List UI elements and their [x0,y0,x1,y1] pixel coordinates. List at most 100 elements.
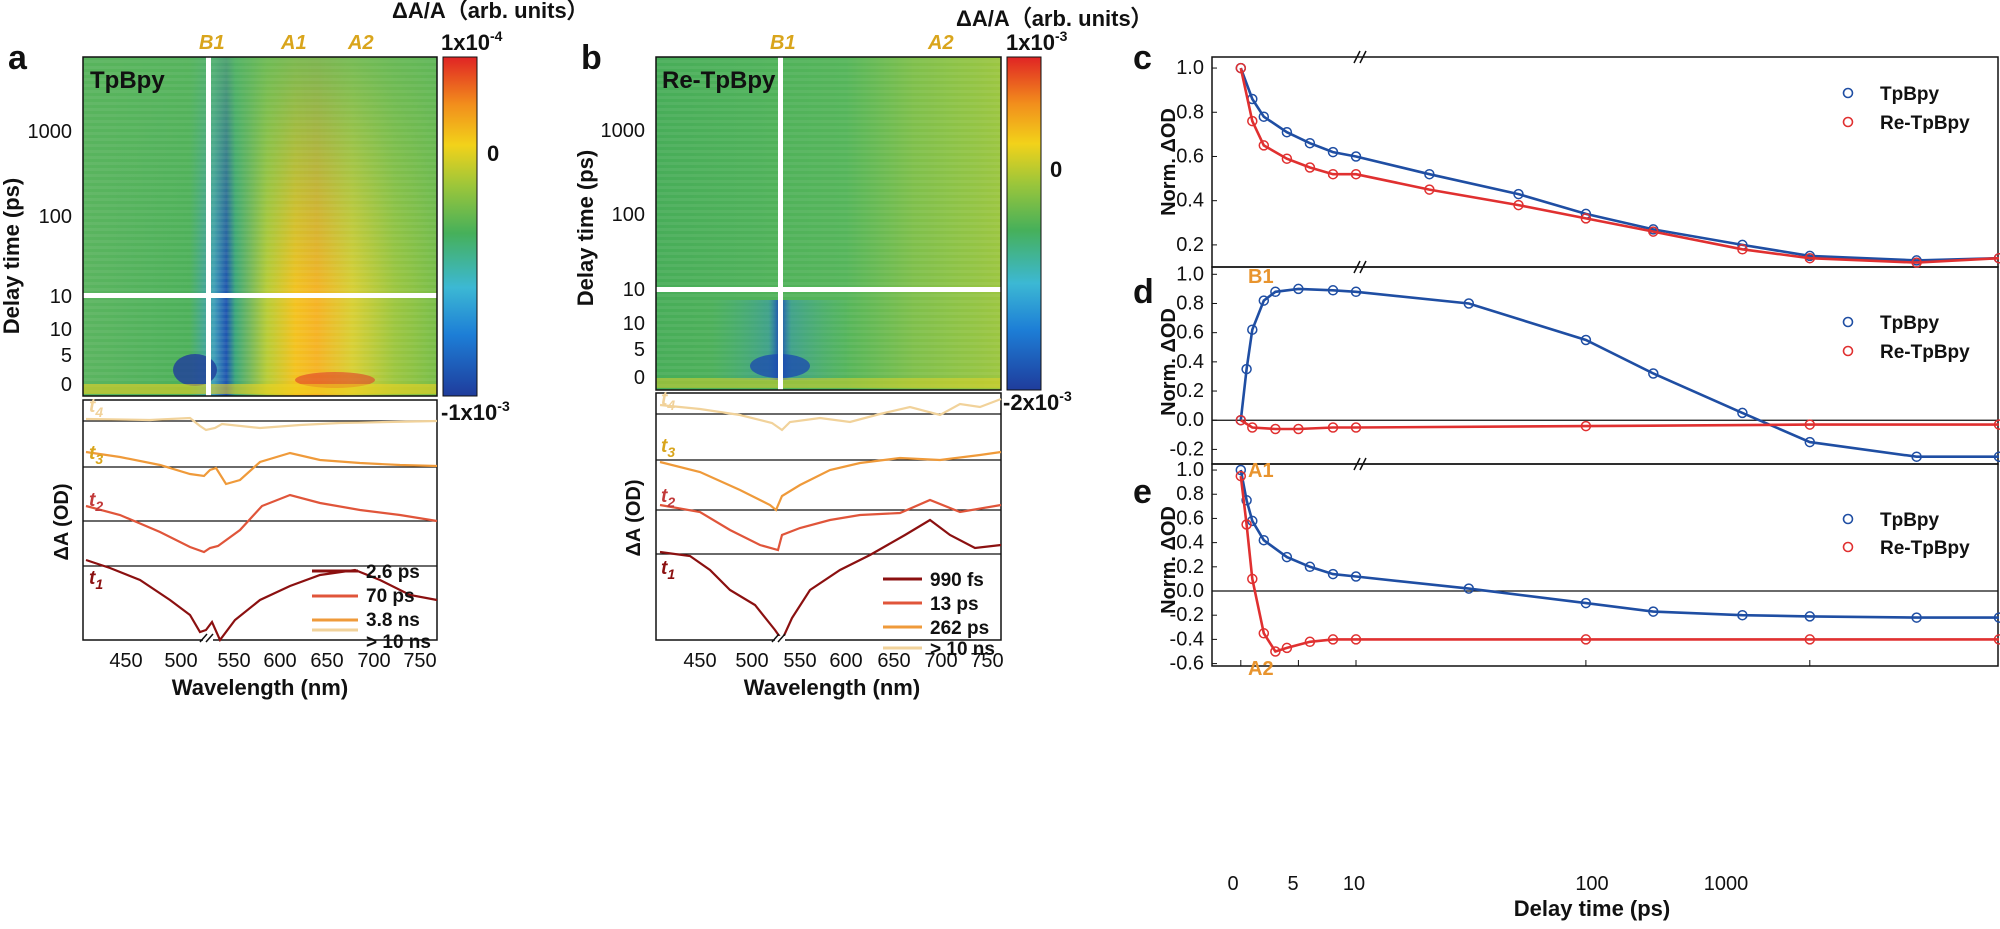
panel-e-point-re-8 [1350,634,1362,645]
panel-c-point-re-7 [1424,184,1435,195]
panel-b-legend-3: 262 ps [930,618,989,639]
panel-e-point-tp-12 [1804,611,1816,622]
panel-b: b ΔA/A（arb. units） Re-TpBpy B1 A2 Delay … [573,6,1153,700]
panel-a-ytick-1000: 1000 [28,121,73,143]
panel-d-legend-marker-re [1842,345,1854,357]
panel-d-point-tp-9 [1580,334,1592,346]
panel-e-point-re-5 [1281,642,1293,654]
panel-d-point-tp-2 [1247,324,1258,335]
panel-c-legend-marker-tpbpy [1842,87,1854,99]
panel-b-legend-2: 13 ps [930,594,979,615]
panel-e-legend-tpbpy: TpBpy [1880,510,1940,531]
panel-e-point-re-2 [1247,573,1258,585]
panel-b-spectra: t4 t3 t2 t1 990 fs 13 ps 262 ps > 10 ns [655,389,1002,660]
panel-a-time-break [83,293,437,298]
panel-b-spectra-frame [655,392,1002,641]
kin-xtick-10: 10 [1343,873,1365,895]
panel-e-legend-re: Re-TpBpy [1880,538,1970,559]
panel-c-probe-label: B1 [1248,266,1274,288]
panel-d-legend-marker-tpbpy [1842,316,1854,328]
panel-b-label-t1: t1 [661,558,675,582]
panel-e-ytick-7: -0.4 [1170,628,1204,650]
panel-a-time-zero [83,384,437,394]
panel-c-ytick-0: 1.0 [1176,57,1204,79]
panel-e-point-tp-4 [1281,551,1293,563]
panel-a-legend-2: 70 ps [366,586,415,607]
panel-a-wl-break [206,57,211,396]
panel-e-point-re-11 [1993,634,2000,645]
panel-c-point-re-3 [1281,153,1293,164]
panel-a-label-t1: t1 [89,568,103,592]
panel-a-label-t4: t4 [89,396,103,420]
panel-c-ytick-1: 0.8 [1176,101,1204,123]
panel-d-point-tp-13 [1911,451,1922,462]
panel-a-xtick-750: 750 [403,650,436,672]
kinetics-plot-area [1235,62,2000,657]
panel-e-point-re-4 [1270,646,1281,657]
panel-b-cb-min: -2x10-3 [1003,388,1072,415]
kinetics-x-axis: 0 5 10 100 1000 [1227,873,1748,895]
panel-e-letter: e [1133,473,1152,511]
panel-b-trace-t3 [659,450,1002,512]
panel-a-xbreak [199,633,214,643]
panel-b-colorbar-title: ΔA/A（arb. units） [956,6,1153,31]
panel-d-frame [1211,266,1999,465]
panel-c-point-tp-6 [1350,151,1362,162]
panel-b-heatmap-frame [655,56,1002,391]
panel-c-axis-break [1353,50,1367,64]
panel-d-fit-re-tpbpy [1240,419,1999,431]
panel-a-trace-t3 [85,450,438,486]
panel-b-xtick-500: 500 [735,650,768,672]
panel-d-point-re-6 [1580,420,1592,432]
panel-b-peak-a2: A2 [927,32,954,54]
panel-b-cb-zero: 0 [1050,157,1062,182]
panel-c-point-re-0 [1235,62,1247,74]
panel-d-point-re-5 [1350,422,1362,433]
panel-d-point-tp-6 [1327,285,1339,296]
panel-c-legend-re: Re-TpBpy [1880,113,1970,134]
panel-a-ytick-lin-10: 10 [50,319,72,341]
panel-d-point-tp-3 [1258,295,1270,306]
panel-d-point-re-4 [1327,422,1339,433]
panel-c-point-tp-2 [1258,111,1270,122]
panel-d-point-tp-7 [1350,286,1362,298]
panel-e-fit-tpbpy [1239,469,1999,619]
panel-c-point-re-13 [1911,257,1922,268]
panel-c-point-re-10 [1648,226,1659,237]
panel-d-point-tp-11 [1737,407,1748,419]
panel-c-point-re-9 [1580,213,1592,224]
panel-e-ytick-8: -0.6 [1170,653,1204,675]
panel-b-legend-4: > 10 ns [930,639,995,660]
panel-a-trace-t1 [85,558,438,643]
panel-e-ytick-6: -0.2 [1170,604,1204,626]
panel-e-y-label: Norm. ΔOD [1158,506,1180,614]
panel-b-label-t4: t4 [661,389,675,413]
panel-d-point-tp-1 [1241,363,1252,375]
panel-c-point-tp-7 [1424,168,1435,180]
panel-d-legend: TpBpy Re-TpBpy [1842,313,1970,363]
panel-a-legend-3: 3.8 ns [366,610,420,631]
panel-c-point-re-6 [1350,168,1362,180]
panel-d-point-tp-14 [1993,451,2000,462]
panel-a-legend-1: 2.6 ps [366,562,420,583]
panel-a-peak-b1: B1 [199,32,225,54]
kin-xtick-100: 100 [1575,873,1608,895]
panel-b-xtick-750: 750 [970,650,1003,672]
panel-c-fit-re-tpbpy [1239,67,2000,264]
panel-d-point-tp-4 [1270,286,1281,298]
panel-a-y-label: Delay time (ps) [0,178,24,335]
panel-e-ytick-3: 0.4 [1176,532,1204,554]
panel-e-point-re-7 [1327,634,1339,645]
panel-b-heatmap [655,56,1002,391]
panel-d-ytick-4: 0.2 [1176,380,1204,402]
panel-c-ytick-2: 0.6 [1176,145,1204,167]
panel-b-y-label: Delay time (ps) [573,150,598,307]
panel-e-point-tp-2 [1247,515,1258,527]
panel-a-spectra: t4 t3 t2 t1 2.6 ps 70 ps 3.8 ns > 10 ns [82,396,438,653]
panel-b-trace-t1 [659,518,1002,643]
panel-a-peak-a1: A1 [280,32,307,54]
panel-d-point-tp-12 [1804,436,1816,448]
panel-a-xtick-650: 650 [310,650,343,672]
panel-b-ytick-lin-5: 5 [634,339,645,361]
panel-b-xtick-700: 700 [924,650,957,672]
